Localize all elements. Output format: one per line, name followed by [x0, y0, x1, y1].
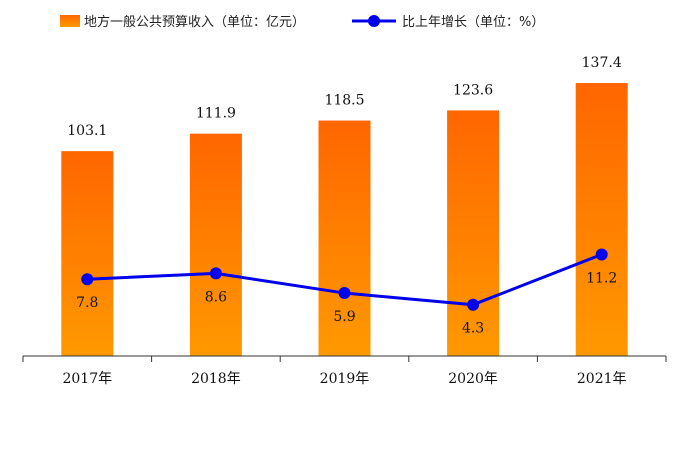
bar-4	[575, 83, 628, 356]
x-tick-label-0: 2017年	[62, 371, 112, 387]
bar-value-label-4: 137.4	[582, 55, 622, 71]
x-tick-label-1: 2018年	[191, 371, 241, 387]
legend-bar-label: 地方一般公共预算收入（单位：亿元）	[84, 14, 305, 30]
legend-line-label: 比上年增长（单位：%）	[402, 15, 544, 30]
x-tick-label-2: 2019年	[320, 371, 370, 387]
line-point-1	[209, 267, 222, 280]
bar-0	[61, 151, 114, 356]
legend-bar-swatch	[60, 15, 80, 27]
line-point-0	[81, 273, 94, 286]
bar-2	[318, 120, 371, 356]
bar-series	[61, 83, 628, 356]
line-value-label-4: 11.2	[586, 270, 617, 286]
bar-value-label-2: 118.5	[324, 93, 364, 109]
line-value-label-0: 7.8	[76, 295, 98, 311]
bar-value-label-1: 111.9	[196, 106, 236, 122]
bar-1	[189, 133, 242, 356]
line-value-label-1: 8.6	[205, 289, 227, 305]
bar-value-label-3: 123.6	[453, 82, 493, 98]
line-series	[81, 248, 608, 311]
legend: 地方一般公共预算收入（单位：亿元） 比上年增长（单位：%）	[60, 14, 544, 30]
x-axis-ticks	[22, 356, 667, 362]
legend-line-marker	[368, 15, 380, 27]
bar-3	[447, 110, 500, 356]
x-tick-label-3: 2020年	[448, 371, 498, 387]
line-point-2	[338, 287, 351, 300]
line-value-label-2: 5.9	[333, 309, 355, 325]
bar-value-label-0: 103.1	[67, 123, 107, 139]
x-tick-label-4: 2021年	[577, 371, 627, 387]
line-point-4	[595, 248, 608, 261]
x-axis-tick-labels: 2017年 2018年 2019年 2020年 2021年	[62, 371, 626, 387]
bar-value-labels: 103.1 111.9 118.5 123.6 137.4	[67, 55, 622, 139]
line-value-label-3: 4.3	[462, 321, 484, 337]
line-point-3	[467, 298, 480, 311]
line-value-labels: 7.8 8.6 5.9 4.3 11.2	[76, 270, 617, 336]
